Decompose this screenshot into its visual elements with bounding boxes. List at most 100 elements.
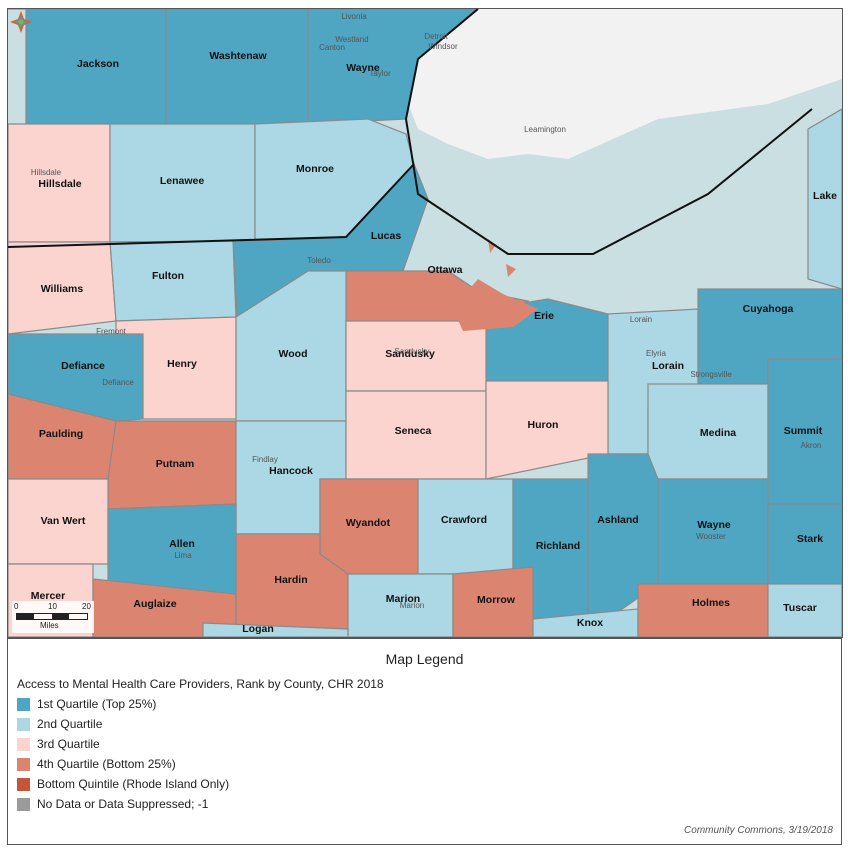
county-label-auglaize: Auglaize bbox=[133, 598, 176, 610]
county-label-sandusky: Sandusky bbox=[385, 348, 435, 360]
county-marion-36[interactable] bbox=[347, 573, 454, 637]
county-label-tuscar: Tuscar bbox=[783, 602, 817, 614]
county-label-richland: Richland bbox=[536, 540, 580, 552]
county-label-fulton: Fulton bbox=[152, 270, 184, 282]
county-label-allen: Allen bbox=[169, 538, 195, 550]
map-canvas[interactable]: Jackson Washtenaw Wayne Hillsdale Lenawee Mon… bbox=[8, 9, 842, 637]
county-knox-38[interactable] bbox=[532, 608, 639, 637]
county-label-marion: Marion bbox=[386, 593, 420, 605]
county-label-holmes: Holmes bbox=[692, 597, 730, 609]
county-label-wayne: Wayne bbox=[697, 519, 731, 531]
county-label-putnam: Putnam bbox=[156, 458, 195, 470]
place-label-lima: Lima bbox=[174, 551, 192, 560]
community-commons-logo-icon bbox=[10, 11, 32, 33]
county-label-lake: Lake bbox=[813, 190, 837, 202]
county-stark-32[interactable] bbox=[767, 503, 842, 585]
map-legend: Map Legend Access to Mental Health Care … bbox=[7, 638, 842, 845]
legend-swatch bbox=[17, 737, 30, 751]
place-label-sandusky: Sandusky bbox=[394, 347, 429, 356]
legend-label: 2nd Quartile bbox=[37, 717, 103, 731]
legend-swatch bbox=[17, 757, 30, 771]
legend-label: 3rd Quartile bbox=[37, 737, 100, 751]
county-label-henry: Henry bbox=[167, 358, 197, 370]
scale-bar-graphic bbox=[16, 613, 88, 620]
county-label-wood: Wood bbox=[279, 348, 308, 360]
map-credit: Community Commons, 3/19/2018 bbox=[684, 825, 833, 836]
county-label-summit: Summit bbox=[784, 425, 823, 437]
county-label-wyandot: Wyandot bbox=[346, 517, 391, 529]
county-label-lenawee: Lenawee bbox=[160, 175, 205, 187]
legend-swatch bbox=[17, 717, 30, 731]
county-logan-41[interactable] bbox=[202, 622, 349, 637]
county-label-erie: Erie bbox=[534, 310, 554, 322]
county-label-ottawa: Ottawa bbox=[427, 264, 462, 276]
county-label-lucas: Lucas bbox=[371, 230, 402, 242]
county-label-stark: Stark bbox=[797, 533, 823, 545]
place-label-westland: Westland bbox=[335, 35, 368, 44]
legend-subtitle: Access to Mental Health Care Providers, … bbox=[17, 677, 384, 691]
legend-label: No Data or Data Suppressed; -1 bbox=[37, 797, 209, 811]
legend-label: Bottom Quintile (Rhode Island Only) bbox=[37, 777, 230, 791]
legend-item: Bottom Quintile (Rhode Island Only) bbox=[17, 776, 229, 792]
county-label-lorain: Lorain bbox=[652, 360, 684, 372]
place-label-detroit: Detroit bbox=[424, 32, 448, 41]
place-label-hillsdale: Hillsdale bbox=[31, 168, 62, 177]
scale-tick-0: 0 bbox=[14, 602, 19, 611]
county-label-hardin: Hardin bbox=[274, 574, 307, 586]
scale-tick-20: 20 bbox=[82, 602, 91, 611]
place-label-livonia: Livonia bbox=[341, 12, 367, 21]
county-label-mercer: Mercer bbox=[31, 590, 65, 602]
place-label-taylor: Taylor bbox=[369, 69, 391, 78]
county-label-morrow: Morrow bbox=[477, 594, 516, 606]
scale-bar: 0 10 20 Miles bbox=[12, 601, 94, 633]
county-label-crawford: Crawford bbox=[441, 514, 487, 526]
county-morrow-37[interactable] bbox=[452, 566, 534, 637]
place-label-fremont: Fremont bbox=[96, 327, 127, 336]
scale-tick-10: 10 bbox=[48, 602, 57, 611]
county-lake-6[interactable] bbox=[807, 108, 842, 290]
county-label-huron: Huron bbox=[528, 419, 559, 431]
legend-item: 1st Quartile (Top 25%) bbox=[17, 696, 156, 712]
county-label-van-wert: Van Wert bbox=[41, 515, 86, 527]
place-label-wooster: Wooster bbox=[696, 532, 726, 541]
county-holmes-39[interactable] bbox=[637, 583, 769, 637]
county-label-medina: Medina bbox=[700, 427, 736, 439]
ottawa-islands bbox=[453, 239, 538, 331]
county-label-monroe: Monroe bbox=[296, 163, 334, 175]
place-label-toledo: Toledo bbox=[307, 256, 331, 265]
map-view[interactable]: Jackson Washtenaw Wayne Hillsdale Lenawee Mon… bbox=[7, 8, 843, 638]
place-label-leamington: Leamington bbox=[524, 125, 566, 134]
legend-swatch bbox=[17, 697, 30, 711]
county-label-logan: Logan bbox=[242, 623, 274, 635]
legend-item: 4th Quartile (Bottom 25%) bbox=[17, 756, 176, 772]
legend-item: 2nd Quartile bbox=[17, 716, 102, 732]
county-washtenaw-1[interactable] bbox=[165, 9, 309, 125]
county-label-washtenaw: Washtenaw bbox=[209, 50, 267, 62]
county-label-wayne: Wayne bbox=[346, 62, 380, 74]
international-border-line bbox=[404, 9, 813, 255]
legend-title: Map Legend bbox=[385, 651, 464, 667]
state-boundary-line bbox=[8, 163, 415, 248]
county-label-cuyahoga: Cuyahoga bbox=[743, 303, 794, 315]
place-label-canton: Canton bbox=[319, 43, 345, 52]
county-tuscar-40[interactable] bbox=[767, 583, 842, 637]
county-label-paulding: Paulding bbox=[39, 428, 83, 440]
legend-swatch bbox=[17, 797, 30, 811]
legend-item: 3rd Quartile bbox=[17, 736, 100, 752]
scale-unit: Miles bbox=[40, 621, 59, 630]
county-label-hillsdale: Hillsdale bbox=[38, 178, 81, 190]
county-summit-24[interactable] bbox=[767, 358, 842, 505]
place-label-marion: Marion bbox=[400, 601, 424, 610]
place-label-akron: Akron bbox=[801, 441, 822, 450]
county-crawford-28[interactable] bbox=[417, 478, 514, 575]
legend-label: 4th Quartile (Bottom 25%) bbox=[37, 757, 176, 771]
county-label-defiance: Defiance bbox=[61, 360, 105, 372]
place-label-defiance: Defiance bbox=[102, 378, 134, 387]
place-label-lorain: Lorain bbox=[630, 315, 652, 324]
legend-label: 1st Quartile (Top 25%) bbox=[37, 697, 157, 711]
county-label-knox: Knox bbox=[577, 617, 603, 629]
county-label-jackson: Jackson bbox=[77, 58, 119, 70]
county-label-hancock: Hancock bbox=[269, 465, 313, 477]
county-label-ashland: Ashland bbox=[597, 514, 638, 526]
place-label-findlay: Findlay bbox=[252, 455, 278, 464]
